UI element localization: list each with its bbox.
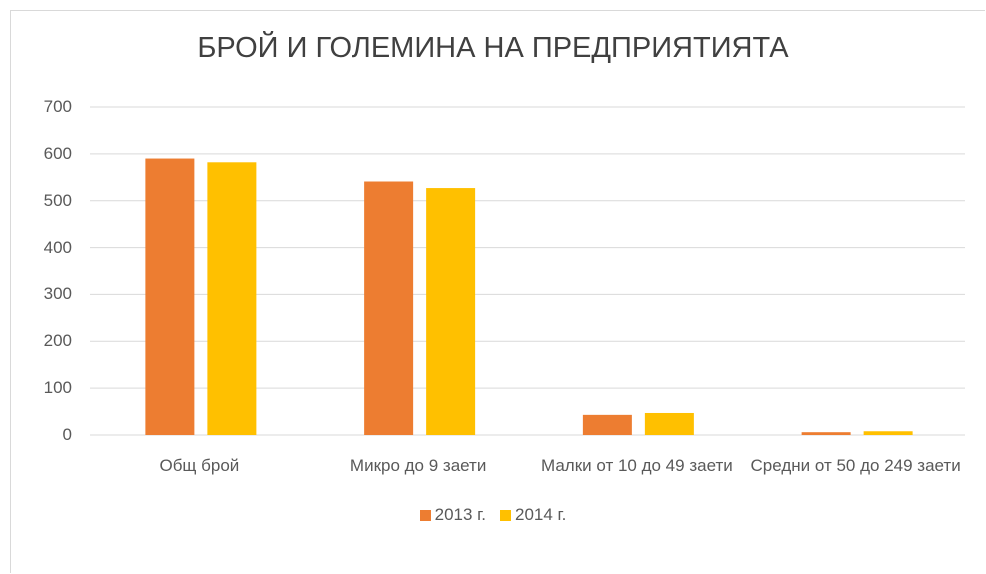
chart-frame bbox=[10, 10, 985, 573]
bar bbox=[863, 431, 913, 435]
y-tick-label: 0 bbox=[62, 425, 72, 444]
legend-item: 2014 г. bbox=[500, 505, 566, 525]
y-tick-label: 700 bbox=[43, 97, 72, 116]
bar bbox=[207, 162, 257, 435]
chart-title: БРОЙ И ГОЛЕМИНА НА ПРЕДПРИЯТИЯТА bbox=[197, 32, 789, 64]
y-tick-label: 200 bbox=[43, 331, 72, 351]
bar bbox=[801, 432, 851, 435]
bar bbox=[426, 188, 476, 435]
legend: 2013 г. 2014 г. bbox=[0, 505, 986, 525]
legend-item: 2013 г. bbox=[419, 505, 486, 525]
y-tick-label: 600 bbox=[43, 143, 72, 163]
x-tick-label: Малки от 10 до 49 заети bbox=[540, 456, 733, 475]
bar bbox=[582, 414, 632, 435]
bar bbox=[644, 412, 694, 435]
x-tick-label: Микро до 9 заети bbox=[349, 456, 487, 475]
bar bbox=[364, 181, 414, 435]
x-tick-label: Средни от 50 до 249 заети bbox=[750, 456, 961, 475]
y-tick-label: 300 bbox=[43, 284, 72, 304]
y-tick-label: 400 bbox=[43, 237, 72, 257]
y-tick-label: 100 bbox=[43, 378, 72, 398]
x-tick-label: Общ брой bbox=[159, 456, 240, 475]
bar bbox=[145, 158, 195, 436]
y-tick-label: 500 bbox=[43, 190, 72, 210]
legend-label: 2014 г. bbox=[515, 505, 567, 524]
legend-swatch bbox=[419, 509, 431, 521]
legend-swatch bbox=[500, 509, 511, 521]
legend-label: 2013 г. bbox=[434, 505, 486, 524]
